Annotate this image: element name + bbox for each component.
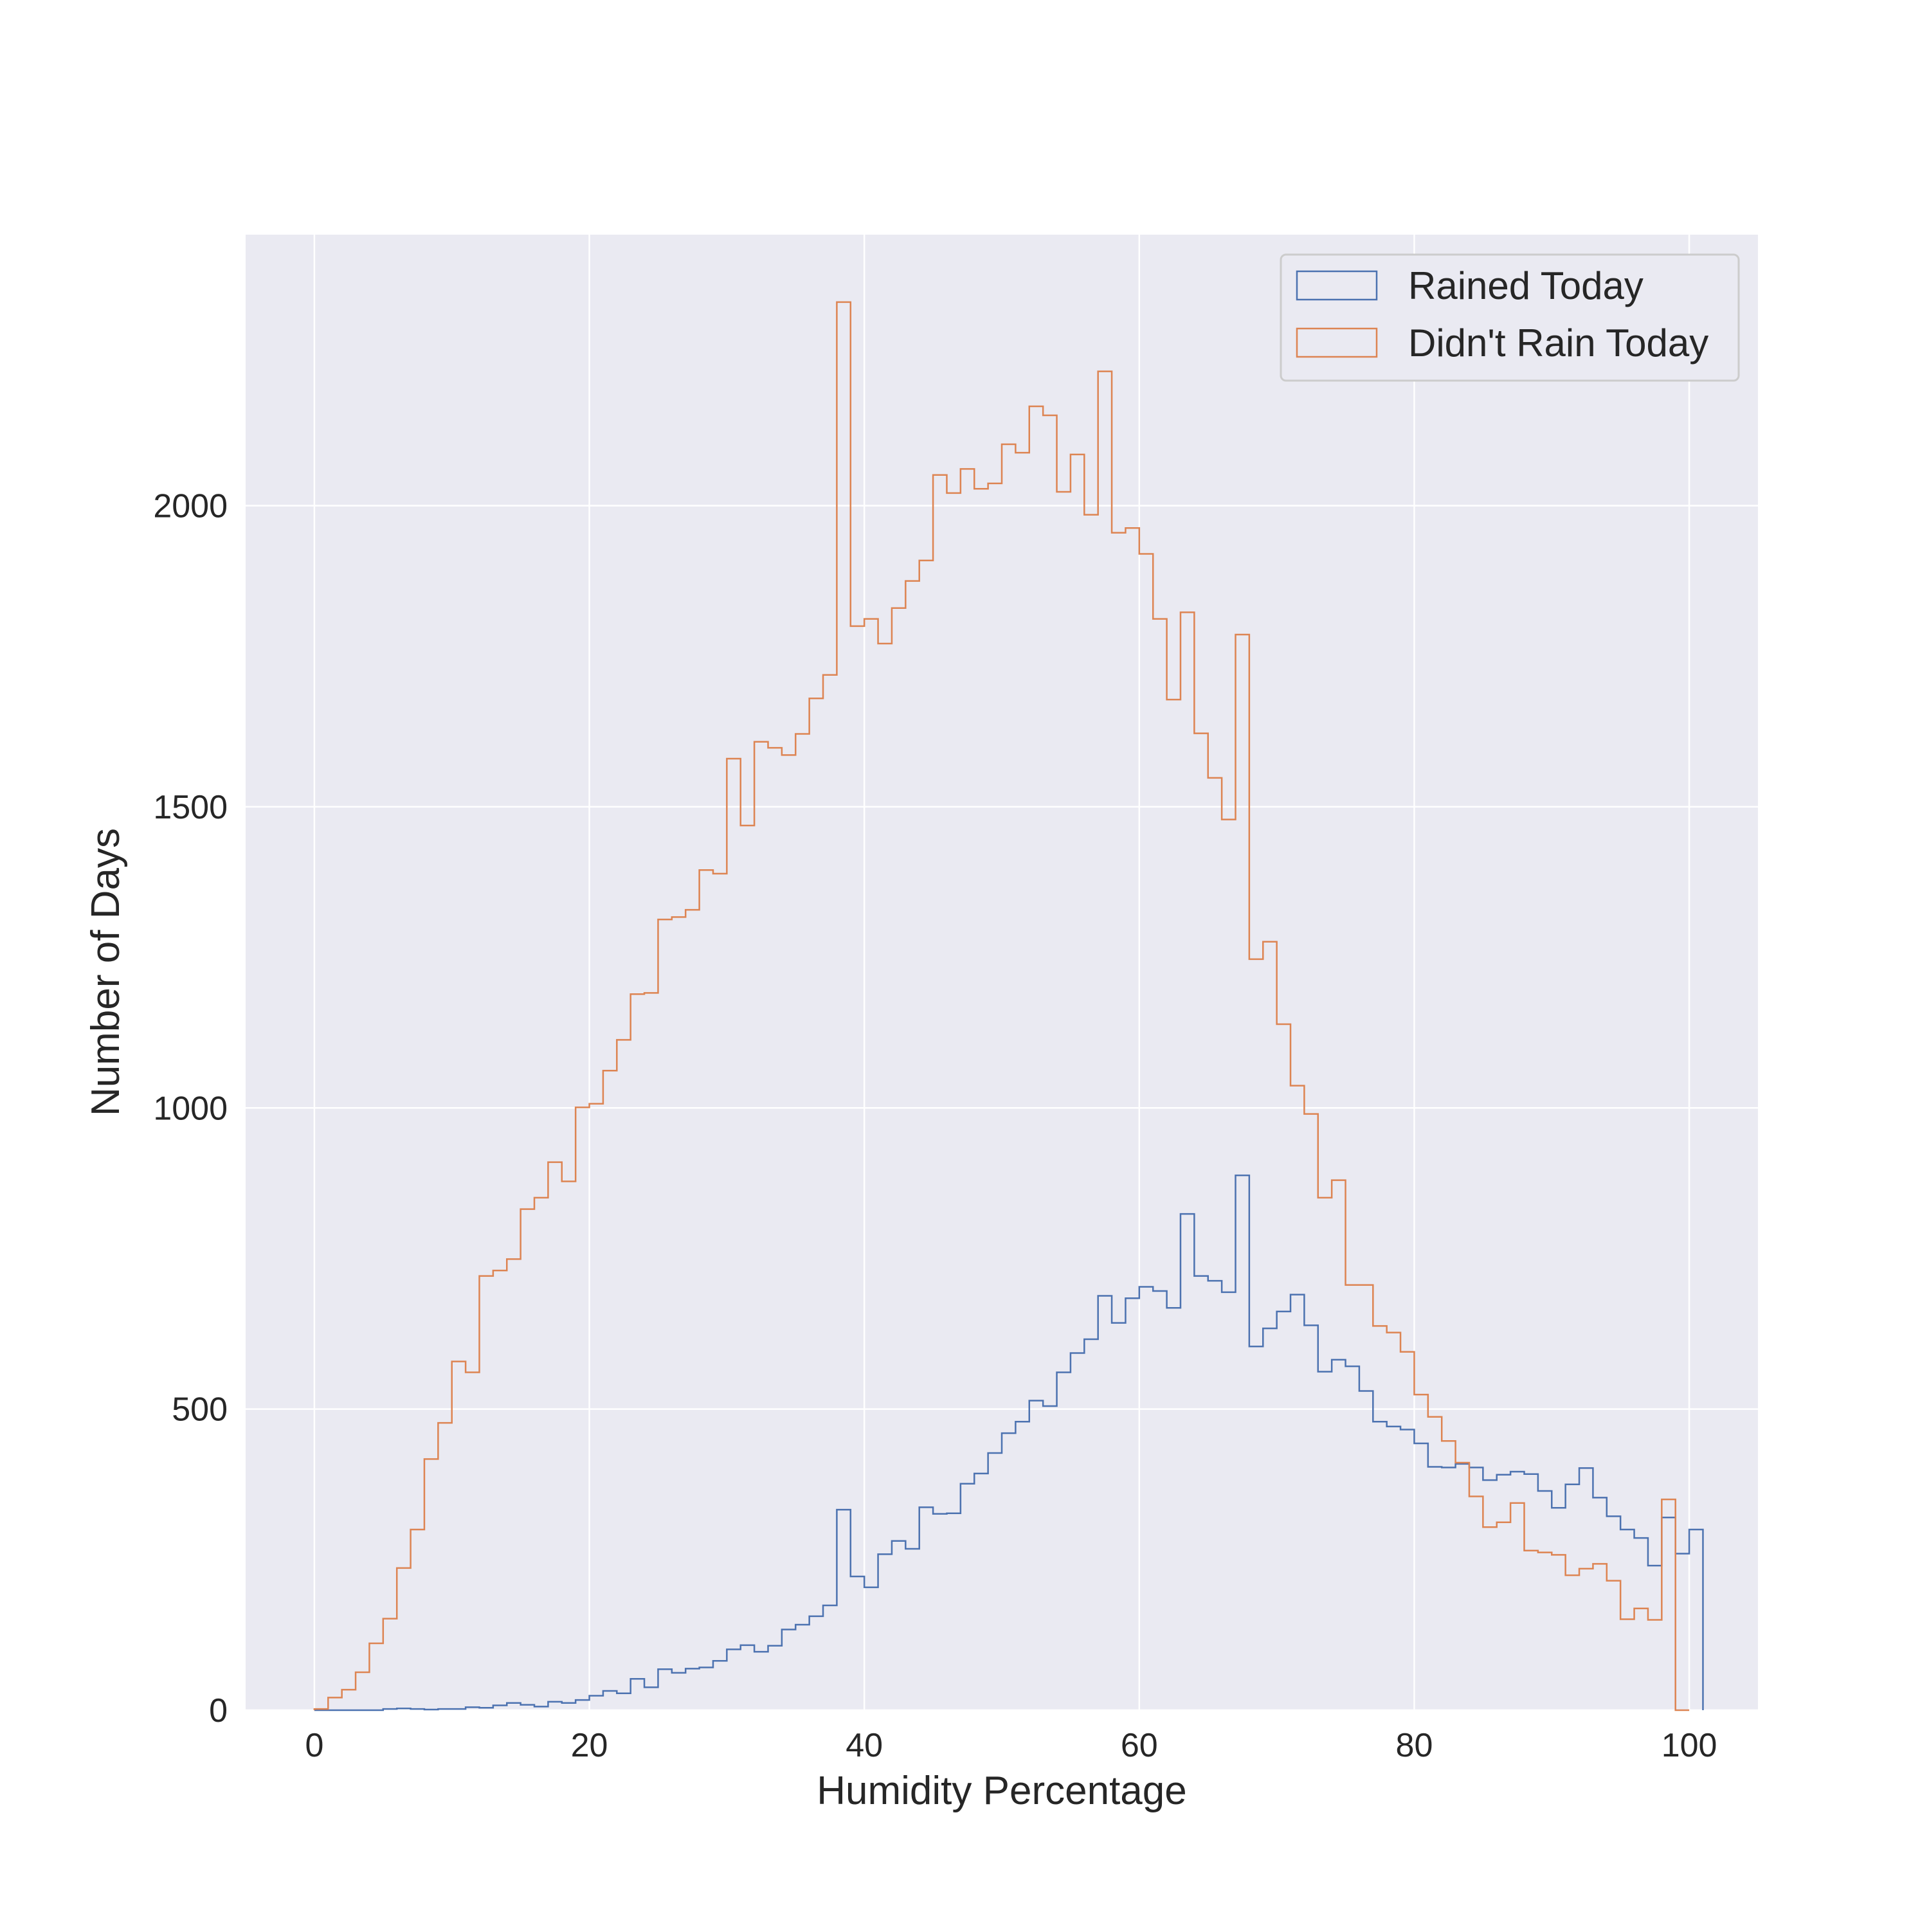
legend-label-rained-today: Rained Today [1408, 264, 1644, 307]
series-didn-t-rain-today [313, 301, 1690, 1711]
legend-label-didnt-rain-today: Didn't Rain Today [1408, 321, 1708, 365]
y-tick-label: 2000 [153, 488, 228, 525]
y-tick-label: 500 [172, 1391, 228, 1429]
x-axis-title: Humidity Percentage [817, 1769, 1187, 1813]
x-tick-label: 80 [1396, 1727, 1433, 1764]
legend: Rained Today Didn't Rain Today [1280, 253, 1740, 382]
x-tick-label: 0 [305, 1727, 323, 1764]
y-axis-title: Number of Days [84, 828, 128, 1116]
series-layer [313, 301, 1704, 1711]
grid-lines [246, 235, 1758, 1711]
series-rained-today [314, 1174, 1704, 1711]
x-tick-label: 20 [571, 1727, 608, 1764]
legend-swatch-rained-today [1296, 270, 1378, 301]
legend-frame [1280, 253, 1740, 382]
y-tick-label: 0 [209, 1692, 228, 1729]
y-tick-label: 1500 [153, 789, 228, 826]
x-tick-label: 100 [1662, 1727, 1717, 1764]
y-tick-label: 1000 [153, 1090, 228, 1127]
legend-swatch-didnt-rain-today [1296, 327, 1378, 358]
x-tick-label: 40 [846, 1727, 883, 1764]
x-tick-label: 60 [1121, 1727, 1158, 1764]
